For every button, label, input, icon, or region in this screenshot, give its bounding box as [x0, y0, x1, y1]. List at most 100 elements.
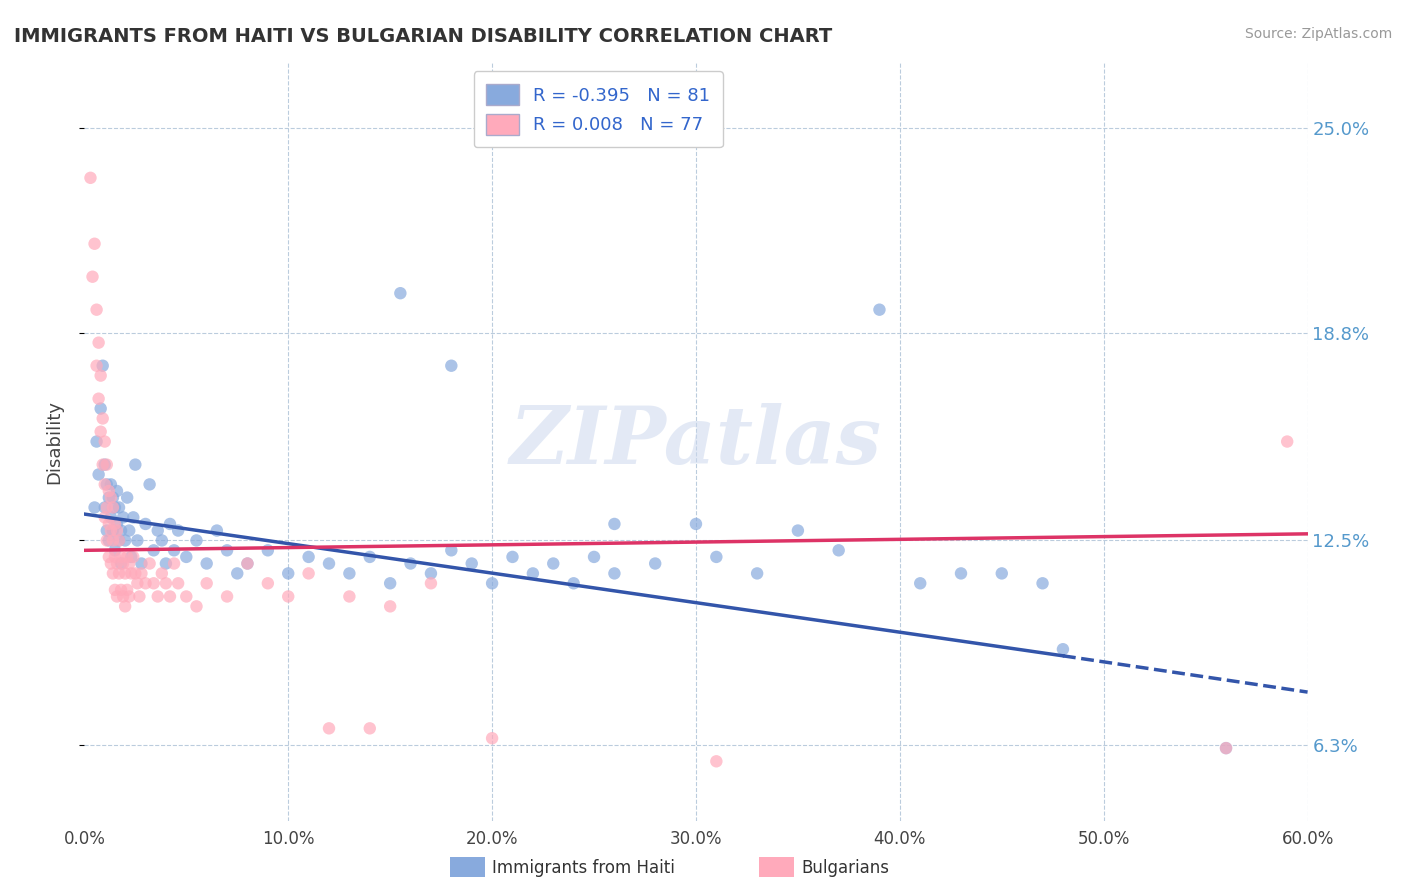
Point [97, 549, 120, 564]
Point [339, 590, 361, 604]
Point [150, 566, 173, 581]
Point [603, 566, 626, 581]
Point [787, 524, 810, 538]
Text: Immigrants from Haiti: Immigrants from Haiti [492, 859, 675, 877]
Point [910, 576, 932, 591]
Point [112, 510, 135, 524]
Point [122, 510, 145, 524]
Point [440, 359, 463, 373]
Point [420, 566, 443, 581]
Point [120, 549, 142, 564]
Point [991, 566, 1014, 581]
Point [562, 576, 585, 591]
Point [101, 566, 124, 581]
Point [359, 549, 381, 564]
Text: IMMIGRANTS FROM HAITI VS BULGARIAN DISABILITY CORRELATION CHART: IMMIGRANTS FROM HAITI VS BULGARIAN DISAB… [14, 27, 832, 45]
Point [481, 576, 503, 591]
Point [118, 557, 141, 571]
Point [96, 458, 118, 472]
Point [167, 524, 190, 538]
Point [138, 557, 160, 571]
Point [135, 516, 157, 531]
Point [118, 590, 141, 604]
Point [318, 722, 340, 736]
Point [159, 590, 181, 604]
Point [502, 549, 524, 564]
Point [205, 524, 228, 538]
Point [1032, 576, 1054, 591]
Point [163, 543, 186, 558]
Point [108, 566, 131, 581]
Point [90, 425, 112, 439]
Point [603, 516, 626, 531]
Point [90, 368, 112, 383]
Point [359, 722, 381, 736]
Point [96, 533, 118, 548]
Point [155, 557, 177, 571]
Point [195, 576, 218, 591]
Point [644, 557, 666, 571]
Point [298, 566, 321, 581]
Point [101, 491, 124, 505]
Point [174, 549, 197, 564]
Point [131, 566, 153, 581]
Point [105, 483, 128, 498]
Point [87, 335, 110, 350]
Text: ZIPatlas: ZIPatlas [510, 403, 882, 480]
Point [100, 491, 122, 505]
Y-axis label: Disability: Disability [45, 400, 63, 483]
Point [100, 510, 122, 524]
Point [100, 557, 122, 571]
Point [339, 566, 361, 581]
Point [146, 590, 169, 604]
Point [115, 491, 138, 505]
Point [522, 566, 544, 581]
Point [104, 543, 127, 558]
Point [131, 557, 153, 571]
Point [236, 557, 259, 571]
Point [159, 516, 181, 531]
Point [97, 491, 120, 505]
Point [461, 557, 484, 571]
Point [150, 533, 173, 548]
Point [1277, 434, 1299, 449]
Point [108, 500, 131, 515]
Point [96, 524, 118, 538]
Point [142, 543, 165, 558]
Point [110, 557, 132, 571]
Point [543, 557, 565, 571]
Text: Source: ZipAtlas.com: Source: ZipAtlas.com [1244, 27, 1392, 41]
Point [83, 236, 105, 251]
Point [108, 533, 131, 548]
Point [114, 599, 136, 614]
Point [135, 576, 157, 591]
Point [706, 754, 728, 768]
Point [277, 566, 299, 581]
Point [79, 170, 101, 185]
Point [110, 582, 132, 597]
Point [828, 543, 851, 558]
Point [1052, 642, 1074, 657]
Point [583, 549, 606, 564]
Point [226, 566, 249, 581]
Point [118, 524, 141, 538]
Point [128, 590, 150, 604]
Point [96, 500, 118, 515]
Point [195, 557, 218, 571]
Point [127, 533, 149, 548]
Point [380, 599, 402, 614]
Point [138, 477, 160, 491]
Point [380, 576, 402, 591]
Point [747, 566, 769, 581]
Point [87, 392, 110, 406]
Point [97, 533, 120, 548]
Point [869, 302, 891, 317]
Point [236, 557, 259, 571]
Point [163, 557, 186, 571]
Point [105, 524, 128, 538]
Point [124, 458, 146, 472]
Point [93, 477, 115, 491]
Point [127, 576, 149, 591]
Point [108, 533, 131, 548]
Point [83, 500, 105, 515]
